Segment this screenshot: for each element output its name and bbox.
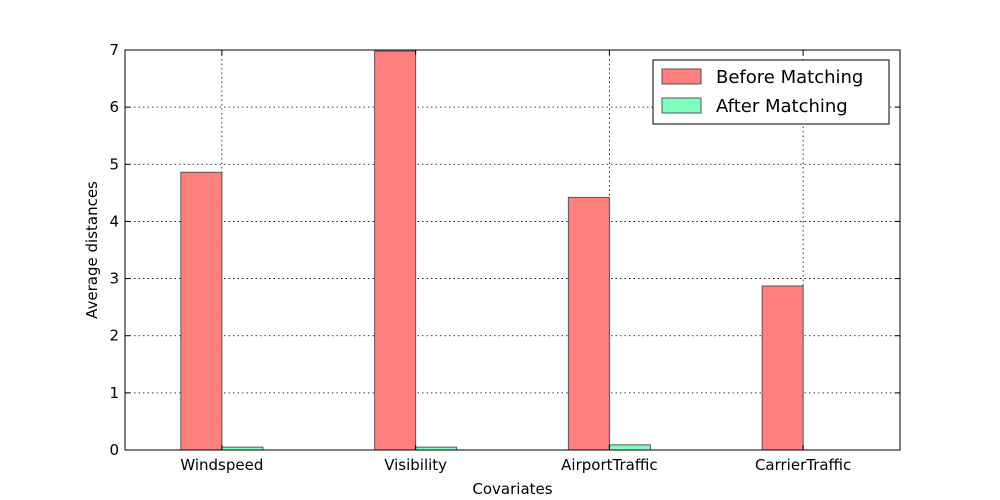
legend-entry-before-matching: Before Matching: [716, 67, 863, 88]
legend-entry-after-matching: After Matching: [716, 96, 848, 117]
legend-swatch-after-matching: [661, 97, 702, 114]
x-axis-label: Covariates: [472, 480, 552, 498]
y-axis-label: Average distances: [83, 181, 101, 319]
x-tick-label: Visibility: [384, 456, 447, 474]
tick-labels: 0 1 2 3 4 5 6 7 Windspeed Visibility AirportTraffi…: [109, 41, 851, 474]
bar-before-matching-carriertraffic: [761, 285, 804, 451]
y-tick-label: 7: [109, 41, 119, 59]
bar-before-matching-visibility: [374, 50, 417, 451]
x-tick-label: Windspeed: [180, 456, 263, 474]
axis-ticks: [125, 49, 900, 451]
y-tick-label: 5: [109, 155, 119, 173]
bar-before-matching-airporttraffic: [567, 196, 610, 451]
plot-frame: [124, 49, 901, 451]
y-tick-label: 1: [109, 384, 119, 402]
bar-after-matching-airporttraffic: [608, 444, 651, 451]
y-tick-label: 4: [109, 212, 119, 230]
bar-before-matching-windspeed: [180, 171, 223, 451]
x-tick-label: AirportTraffic: [561, 456, 657, 474]
y-tick-label: 2: [109, 327, 119, 345]
legend: Before Matching After Matching: [652, 59, 890, 125]
x-tick-label: CarrierTraffic: [755, 456, 851, 474]
y-tick-label: 0: [109, 441, 119, 459]
y-tick-label: 6: [109, 98, 119, 116]
legend-swatch-before-matching: [661, 68, 702, 85]
bars: [180, 50, 804, 451]
y-tick-label: 3: [109, 270, 119, 288]
